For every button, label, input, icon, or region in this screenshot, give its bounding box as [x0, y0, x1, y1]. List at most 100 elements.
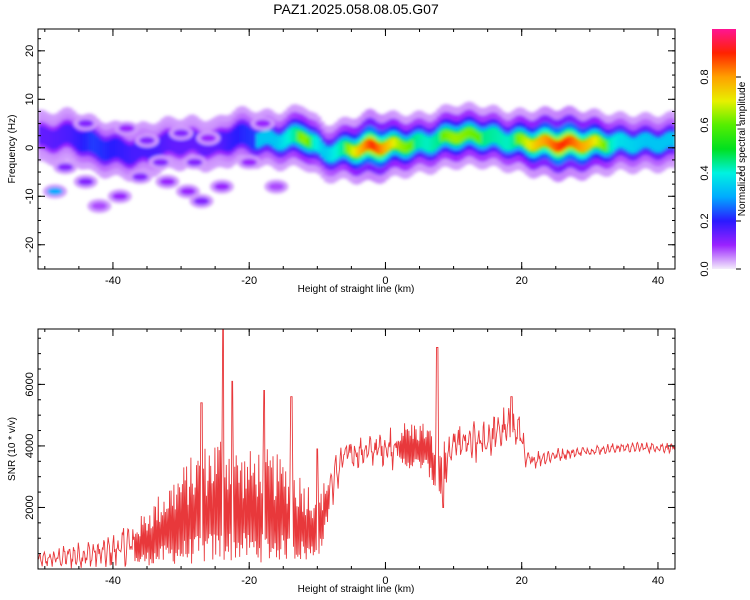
spectrogram-cell [320, 142, 325, 158]
spectrogram-cell [535, 138, 540, 149]
spectrogram-cell [41, 126, 46, 145]
spectrogram-heat [38, 101, 675, 213]
spectrogram-cell [658, 138, 662, 153]
spectrogram-cell [92, 133, 97, 154]
spectrogram-cell [474, 131, 478, 141]
spectrogram-cell [518, 134, 523, 144]
spectrogram-cell [160, 134, 165, 154]
spectrogram-cell [324, 146, 329, 161]
spectrogram-cell [613, 134, 618, 150]
spectrogram-cell [375, 142, 380, 154]
spectrogram-blob [241, 158, 257, 167]
y-tick-label: 20 [24, 45, 36, 57]
spectrogram-cell [143, 138, 148, 158]
x-tick-label: -20 [241, 275, 257, 287]
spectrogram-blob [159, 177, 176, 186]
spectrogram-cell [72, 127, 77, 148]
x-tick-label: 40 [652, 575, 664, 587]
spectrogram-cell [620, 133, 625, 148]
spectrogram-cell [531, 140, 536, 151]
snr-plot-area [38, 329, 675, 569]
spectrogram-cell [525, 138, 530, 148]
spectrogram-cell [521, 135, 526, 146]
spectrogram-cell [201, 137, 206, 157]
snr-panel: -40 -20 0 20 40 2000 4000 6000 Height of straig… [7, 328, 676, 595]
spectrogram-cell [157, 138, 162, 158]
x-tick-label: -40 [105, 575, 121, 587]
spectrogram-cell [177, 136, 182, 156]
spectrogram-cell [198, 135, 203, 154]
spectrogram-cell [296, 131, 301, 141]
spectrogram-cell [136, 139, 141, 160]
spectrogram-cell [95, 136, 100, 157]
spectrogram-cell [181, 135, 186, 155]
colorbar-ticks: 0.0 0.2 0.4 0.6 0.8 [699, 69, 741, 277]
spectrogram-ylabel: Frequency (Hz) [7, 115, 18, 184]
spectrogram-cell [545, 135, 550, 147]
spectrogram-cell [167, 132, 172, 152]
spectrogram-cell [286, 129, 291, 145]
spectrogram-cell [419, 133, 424, 149]
spectrogram-cell [661, 136, 666, 151]
spectrogram-cell [480, 131, 485, 147]
spectrogram-cell [453, 133, 458, 144]
spectrogram-cell [610, 136, 615, 152]
spectrogram-cell [446, 131, 451, 141]
spectrogram-cell [283, 132, 288, 148]
chart-title: PAZ1.2025.058.08.05.G07 [273, 1, 439, 17]
colorbar-tick-label: 0.4 [699, 165, 711, 180]
spectrogram-cell [44, 128, 49, 147]
spectrogram-cell [405, 142, 410, 152]
spectrogram-cell [371, 140, 376, 152]
spectrogram-cell [150, 141, 155, 161]
spectrogram-blob [186, 158, 203, 167]
spectrogram-cell [313, 135, 318, 151]
spectrogram-axes: -40 -20 0 20 40 -20 -10 0 10 20 [24, 29, 675, 287]
spectrogram-cell [388, 138, 393, 149]
spectrogram-cell [538, 136, 543, 147]
spectrogram-cell [382, 143, 386, 154]
spectrogram-cell [51, 130, 56, 150]
spectrogram-cell [55, 129, 59, 149]
colorbar-tick-label: 0.6 [699, 117, 711, 132]
spectrogram-cell [600, 139, 605, 149]
spectrogram-blob [152, 158, 169, 167]
spectrogram-cell [208, 136, 213, 155]
spectrogram-cell [78, 132, 83, 153]
spectrogram-cell [276, 135, 281, 150]
spectrogram-cell [559, 140, 564, 151]
colorbar-tick-label: 0.2 [699, 213, 711, 228]
spectrogram-cell [126, 145, 131, 165]
spectrogram-cell [586, 139, 591, 150]
spectrogram-cell [259, 131, 264, 146]
spectrogram-cell [491, 127, 496, 143]
spectrogram-cell [589, 136, 594, 147]
spectrogram-cell [228, 131, 233, 151]
spectrogram-cell [89, 131, 94, 152]
x-tick-label: 0 [382, 275, 388, 287]
spectrogram-cell [225, 132, 230, 152]
spectrogram-cell [668, 132, 673, 147]
snr-axes: -40 -20 0 20 40 2000 4000 6000 [24, 329, 675, 587]
spectrogram-cell [174, 135, 179, 155]
spectrogram-cell [112, 137, 117, 158]
spectrogram-cell [579, 141, 584, 152]
spectrogram-cell [514, 134, 519, 144]
spectrogram-cell [303, 135, 308, 145]
spectrogram-blob [254, 119, 271, 128]
spectrogram-cell [528, 140, 533, 150]
spectrogram-cell [511, 133, 516, 149]
spectrogram-cell [402, 142, 407, 153]
spectrogram-cell [361, 141, 366, 153]
spectrogram-cell [623, 135, 628, 150]
spectrogram-cell [58, 126, 63, 146]
spectrogram-cell [651, 136, 656, 151]
spectrogram-cell [232, 128, 237, 148]
spectrogram-cell [555, 141, 560, 152]
spectrogram-cell [290, 127, 295, 143]
spectrogram-cell [416, 133, 421, 149]
spectrogram-cell [348, 145, 352, 155]
spectrogram-cell [385, 141, 390, 152]
spectrogram-cell [457, 133, 461, 143]
